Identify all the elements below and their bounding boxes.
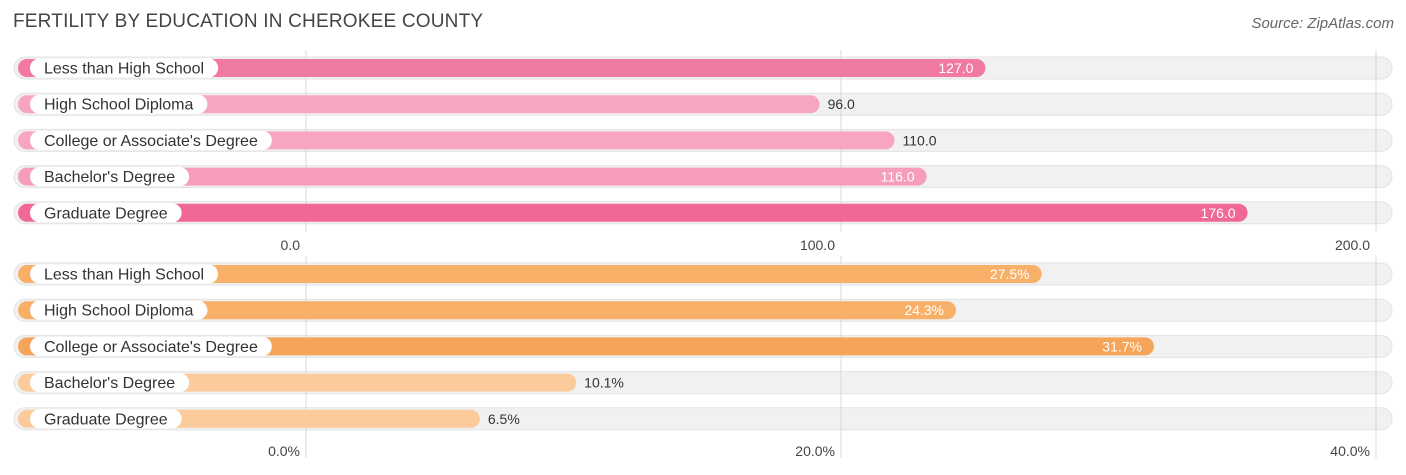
value-label: 127.0 bbox=[938, 60, 973, 76]
bar bbox=[18, 59, 986, 77]
value-label: 24.3% bbox=[904, 302, 944, 318]
category-pill bbox=[30, 94, 208, 114]
category-pill bbox=[30, 336, 272, 356]
category-pill bbox=[30, 130, 272, 150]
bar bbox=[18, 203, 1248, 222]
tick-label: 20.0% bbox=[795, 443, 835, 459]
chart-title: FERTILITY BY EDUCATION IN CHEROKEE COUNT… bbox=[13, 11, 484, 32]
category-pill bbox=[30, 300, 208, 320]
category-label: High School Diploma bbox=[44, 97, 194, 114]
bar bbox=[18, 167, 927, 186]
category-label: High School Diploma bbox=[44, 303, 194, 320]
category-label: Graduate Degree bbox=[44, 411, 168, 428]
value-label: 96.0 bbox=[828, 96, 855, 112]
tick-label: 100.0 bbox=[800, 237, 835, 253]
bar bbox=[18, 265, 1042, 283]
category-label: Bachelor's Degree bbox=[44, 169, 175, 186]
tick-label: 40.0% bbox=[1330, 443, 1370, 459]
value-label: 116.0 bbox=[881, 169, 915, 185]
category-label: Graduate Degree bbox=[44, 205, 168, 222]
category-pill bbox=[30, 167, 190, 187]
category-label: College or Associate's Degree bbox=[44, 133, 258, 150]
value-label: 176.0 bbox=[1201, 205, 1236, 221]
category-pill bbox=[30, 373, 190, 393]
value-label: 31.7% bbox=[1102, 338, 1142, 354]
bar bbox=[18, 95, 820, 114]
category-label: Bachelor's Degree bbox=[44, 375, 175, 392]
category-pill bbox=[30, 264, 219, 284]
category-label: College or Associate's Degree bbox=[44, 339, 258, 356]
category-pill bbox=[30, 409, 182, 429]
source-label: Source: ZipAtlas.com bbox=[1251, 15, 1394, 32]
bar bbox=[18, 337, 1154, 356]
tick-label: 0.0 bbox=[281, 237, 301, 253]
tick-label: 200.0 bbox=[1335, 237, 1370, 253]
value-label: 10.1% bbox=[584, 375, 624, 391]
value-label: 110.0 bbox=[903, 132, 937, 148]
value-label: 27.5% bbox=[990, 266, 1030, 282]
category-label: Less than High School bbox=[44, 267, 204, 284]
category-label: Less than High School bbox=[44, 61, 204, 78]
bar bbox=[18, 301, 957, 320]
value-label: 6.5% bbox=[488, 411, 520, 427]
category-pill bbox=[30, 203, 182, 223]
tick-label: 0.0% bbox=[268, 443, 300, 459]
category-pill bbox=[30, 58, 219, 78]
